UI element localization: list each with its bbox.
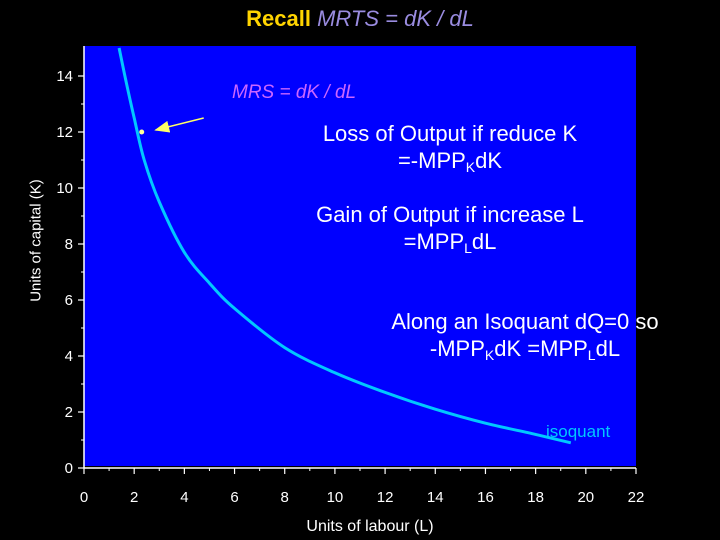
gain-line-2-post: dL	[471, 229, 497, 254]
loss-line-1: Loss of Output if reduce K	[322, 121, 578, 146]
x-tick-label: 22	[628, 489, 645, 506]
loss-of-output-text: Loss of Output if reduce K =-MPPKdK	[270, 120, 630, 174]
along-line-2: -MPPKdK =MPPLdL	[340, 335, 710, 362]
gain-line-2: =MPPLdL	[270, 228, 630, 255]
along-line-2-mid: dK =MPP	[494, 336, 588, 361]
mrs-arrow	[154, 117, 204, 133]
loss-line-2-post: dK	[475, 148, 503, 173]
axes	[83, 46, 636, 469]
along-line-2-sub1: K	[484, 347, 495, 363]
title-recall: Recall	[246, 6, 311, 31]
x-tick-label: 16	[477, 489, 494, 506]
gain-line-1: Gain of Output if increase L	[316, 202, 584, 227]
x-axis-label: Units of labour (L)	[306, 518, 434, 535]
slide-title: Recall MRTS = dK / dL	[0, 6, 720, 32]
mrs-point	[139, 129, 145, 135]
y-tick-label: 2	[65, 404, 73, 421]
x-tick-label: 4	[180, 489, 188, 506]
y-tick-label: 10	[56, 180, 73, 197]
x-tick-label: 12	[377, 489, 394, 506]
title-formula: MRTS = dK / dL	[317, 6, 474, 31]
gain-of-output-text: Gain of Output if increase L =MPPLdL	[270, 201, 630, 255]
y-tick-label: 8	[65, 236, 73, 253]
along-isoquant-text: Along an Isoquant dQ=0 so -MPPKdK =MPPLd…	[340, 308, 710, 362]
x-tick-label: 0	[80, 489, 88, 506]
y-tick-label: 6	[65, 292, 73, 309]
gain-line-2-sub: L	[464, 240, 472, 256]
x-tick-label: 18	[527, 489, 544, 506]
y-tick-label: 12	[56, 124, 73, 141]
loss-line-2-sub: K	[465, 159, 476, 175]
gain-line-2-pre: =MPP	[403, 229, 465, 254]
mrs-label: MRS = dK / dL	[232, 82, 357, 103]
x-tick-label: 2	[130, 489, 138, 506]
isoquant-curve	[117, 47, 572, 445]
along-line-2-sub2: L	[587, 347, 596, 363]
along-line-1: Along an Isoquant dQ=0 so	[391, 309, 659, 334]
loss-line-2: =-MPPKdK	[270, 147, 630, 174]
tick-labels: 0 2 4 6 8 10 12 14 16 18 20 22 0 2 4 6 8 10 12 14	[56, 68, 644, 506]
y-tick-label: 4	[65, 348, 73, 365]
y-axis-label: Units of capital (K)	[27, 179, 45, 302]
plot-area	[84, 46, 636, 466]
tick-marks	[78, 75, 637, 474]
loss-line-2-pre: =-MPP	[397, 148, 466, 173]
along-line-2-post: dL	[595, 336, 621, 361]
along-line-2-pre: -MPP	[429, 336, 485, 361]
y-tick-label: 0	[65, 460, 73, 477]
x-tick-label: 14	[427, 489, 444, 506]
x-tick-label: 20	[577, 489, 594, 506]
y-tick-label: 14	[56, 68, 73, 85]
x-tick-label: 8	[281, 489, 289, 506]
x-tick-label: 10	[327, 489, 344, 506]
x-tick-label: 6	[230, 489, 238, 506]
isoquant-label: isoquant	[546, 422, 611, 441]
